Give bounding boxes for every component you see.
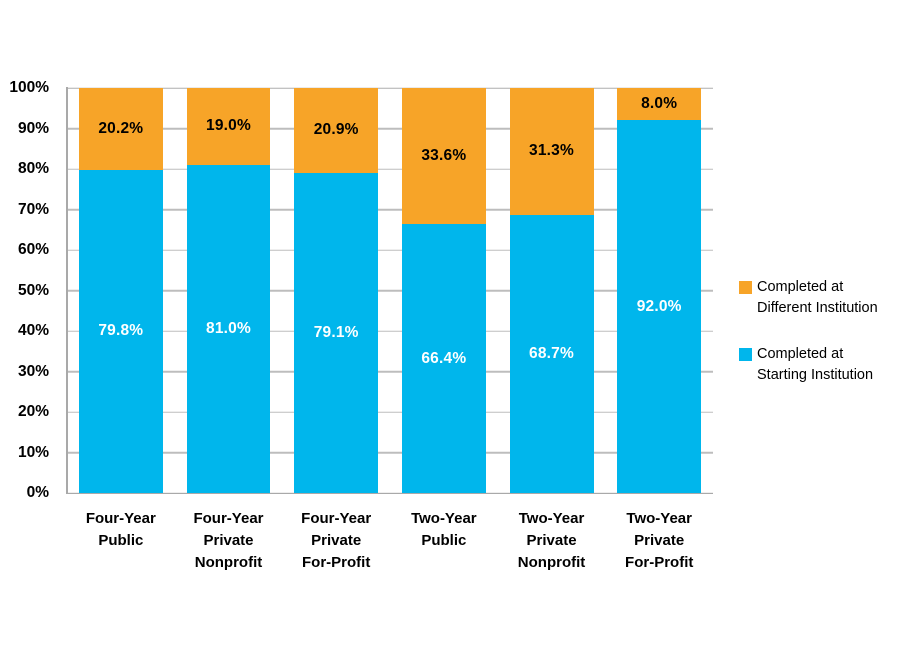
data-label: 68.7% xyxy=(529,344,574,362)
bar-category: 20.9% 79.1% xyxy=(282,88,390,493)
y-tick-label: 70% xyxy=(17,200,49,218)
y-tick-label: 40% xyxy=(17,322,49,339)
bar-segment-different-institution: 19.0% xyxy=(186,88,271,165)
y-tick-label: 60% xyxy=(17,241,49,258)
stacked-bar: 8.0% 92.0% xyxy=(617,88,702,493)
bar-segment-different-institution: 20.9% xyxy=(294,88,379,173)
bar-segment-starting-institution: 81.0% xyxy=(186,164,271,493)
stacked-bar: 20.2% 79.8% xyxy=(78,88,163,493)
x-category-label: Two-Year Private Nonprofit xyxy=(517,510,586,571)
legend-swatch xyxy=(739,348,752,361)
data-label: 79.1% xyxy=(313,323,359,341)
legend-swatch xyxy=(739,281,752,294)
bar-segment-starting-institution: 79.8% xyxy=(78,169,163,493)
y-tick-label: 10% xyxy=(17,443,49,461)
y-tick-label: 50% xyxy=(17,281,49,299)
x-axis-category-labels: Four-Year Public Four-Year Private Nonpro… xyxy=(67,508,713,574)
bar-segment-starting-institution: 66.4% xyxy=(401,224,486,493)
bar-category: 8.0% 92.0% xyxy=(605,88,713,493)
y-tick-label: 80% xyxy=(17,160,49,177)
data-label: 19.0% xyxy=(206,117,251,135)
gridline xyxy=(67,127,713,130)
data-label: 81.0% xyxy=(206,319,251,337)
gridline xyxy=(67,87,713,89)
data-label: 20.2% xyxy=(98,119,144,137)
data-label: 66.4% xyxy=(421,349,467,367)
data-label: 8.0% xyxy=(641,95,678,113)
x-axis-line xyxy=(66,492,713,494)
stacked-bar: 31.3% 68.7% xyxy=(509,88,594,493)
bar-category: 31.3% 68.7% xyxy=(498,88,606,493)
bar-segment-different-institution: 20.2% xyxy=(78,88,163,170)
y-tick-label: 20% xyxy=(17,403,49,420)
legend-item: Completed at Different Institution xyxy=(739,277,878,319)
plot-area: 20.2% 79.8% 19.0% 81.0% 20.9% 79.1% 33.6% 66.4%… xyxy=(67,87,713,494)
bar-category: 33.6% 66.4% xyxy=(390,88,498,493)
legend-item: Completed at Starting Institution xyxy=(739,344,878,386)
x-category-label: Four-Year Public xyxy=(85,510,156,549)
gridline xyxy=(67,411,713,413)
data-label: 31.3% xyxy=(529,142,574,160)
x-category-label: Two-Year Private For-Profit xyxy=(625,510,694,571)
gridline xyxy=(67,330,713,332)
y-tick-label: 0% xyxy=(26,484,49,501)
legend-item-label: Completed at Different Institution xyxy=(757,279,878,316)
data-label: 20.9% xyxy=(313,121,359,139)
bar-category: 19.0% 81.0% xyxy=(175,88,283,493)
bar-segment-different-institution: 8.0% xyxy=(617,88,702,121)
x-category-label: Four-Year Private For-Profit xyxy=(301,510,372,571)
gridline xyxy=(67,370,713,373)
data-label: 79.8% xyxy=(98,322,144,340)
gridline xyxy=(67,249,713,251)
bar-segment-starting-institution: 92.0% xyxy=(617,120,702,493)
bar-segment-different-institution: 33.6% xyxy=(401,88,486,225)
bar-category: 20.2% 79.8% xyxy=(67,88,175,493)
stacked-bar: 33.6% 66.4% xyxy=(401,88,486,493)
y-axis-tick-labels: 0% 10% 20% 30% 40% 50% 60% 70% 80% 90% 100% xyxy=(0,79,57,501)
bar-segment-different-institution: 31.3% xyxy=(509,88,594,215)
gridline xyxy=(67,168,713,170)
gridline xyxy=(67,208,713,211)
y-tick-label: 90% xyxy=(17,119,49,137)
stacked-bar: 20.9% 79.1% xyxy=(294,88,379,493)
x-category-label: Four-Year Private Nonprofit xyxy=(193,510,264,571)
bar-segment-starting-institution: 79.1% xyxy=(294,172,379,493)
y-axis-line xyxy=(66,87,68,494)
gridline xyxy=(67,289,713,292)
y-tick-label: 100% xyxy=(9,79,49,96)
y-tick-label: 30% xyxy=(17,362,49,380)
bars-container: 20.2% 79.8% 19.0% 81.0% 20.9% 79.1% 33.6% 66.4%… xyxy=(67,88,713,493)
x-category-label: Two-Year Public xyxy=(411,510,477,549)
gridline xyxy=(67,451,713,454)
data-label: 92.0% xyxy=(636,297,682,315)
data-label: 33.6% xyxy=(421,147,467,165)
stacked-bar: 19.0% 81.0% xyxy=(186,88,271,493)
legend: Completed at Different Institution Comple… xyxy=(739,277,878,411)
bar-segment-starting-institution: 68.7% xyxy=(509,214,594,493)
legend-item-label: Completed at Starting Institution xyxy=(757,346,874,383)
